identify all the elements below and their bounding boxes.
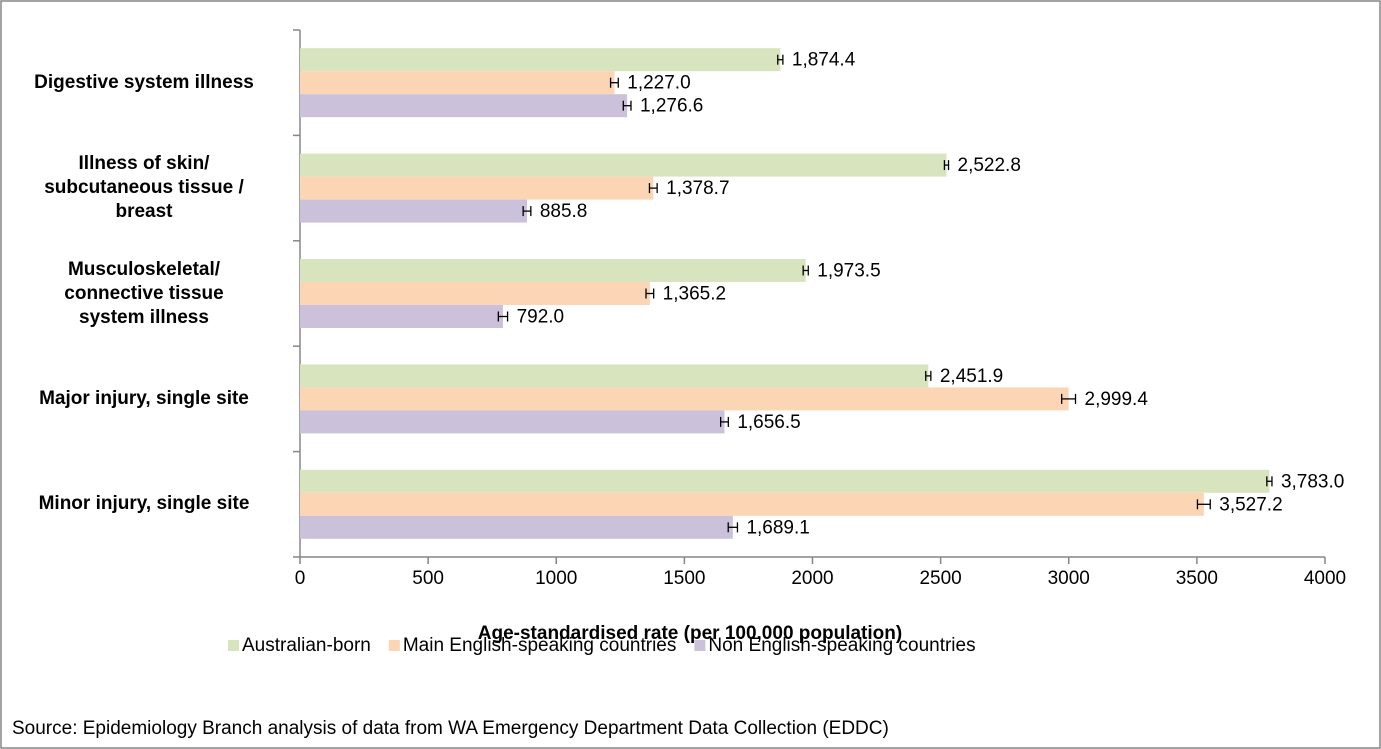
value-label: 3,527.2 [1219, 494, 1282, 515]
bar [300, 153, 947, 177]
value-label: 1,378.7 [666, 178, 729, 199]
error-bar [497, 311, 509, 322]
value-label: 1,874.4 [792, 50, 856, 71]
legend-swatch [228, 640, 239, 651]
error-bar [645, 288, 655, 299]
error-bar [777, 54, 784, 65]
x-tick-label: 4000 [1304, 568, 1346, 589]
y-tick-label: Digestive system illness [34, 71, 254, 93]
value-label: 792.0 [517, 307, 565, 328]
error-bar [719, 416, 729, 427]
y-tick-label: Major injury, single site [39, 387, 249, 409]
legend-label: Main English-speaking countries [403, 635, 677, 656]
x-tick-label: 2000 [791, 568, 833, 589]
error-bar [609, 77, 619, 88]
error-bar [522, 206, 532, 217]
value-label: 2,451.9 [940, 366, 1003, 387]
error-bar [943, 160, 950, 171]
value-label: 3,783.0 [1281, 471, 1344, 492]
source-note: Source: Epidemiology Branch analysis of … [12, 718, 889, 739]
bar [300, 259, 806, 282]
x-tick-label: 3000 [1048, 568, 1090, 589]
value-label: 885.8 [540, 201, 588, 222]
error-bar [1266, 476, 1273, 487]
x-tick-label: 500 [412, 568, 444, 589]
bar [300, 176, 654, 200]
x-axis-label: Age-standardised rate (per 100,000 popul… [478, 623, 902, 644]
y-tick-label: Musculoskeletal/ connective tissue syste… [64, 258, 224, 328]
bar [300, 492, 1204, 516]
y-tick-label: Illness of skin/ subcutaneous tissue / b… [44, 153, 244, 223]
bar [300, 71, 615, 95]
value-label: 1,227.0 [627, 73, 690, 94]
value-label: 2,522.8 [958, 155, 1021, 176]
value-label: 1,276.6 [640, 96, 703, 117]
error-bar [1061, 393, 1077, 404]
x-tick-label: 1000 [535, 568, 577, 589]
bar [300, 364, 929, 388]
x-tick-label: 1500 [663, 568, 705, 589]
error-bar [648, 183, 658, 194]
bar [300, 282, 650, 305]
legend-label: Australian-born [242, 635, 371, 656]
value-label: 1,656.5 [737, 412, 800, 433]
bar [300, 305, 503, 328]
bar [300, 387, 1069, 411]
error-bar [622, 100, 632, 111]
error-bar [925, 370, 932, 381]
error-bar [1196, 499, 1211, 510]
error-bar [802, 265, 809, 276]
bar [300, 515, 733, 539]
value-label: 1,365.2 [663, 284, 726, 305]
value-label: 1,689.1 [746, 517, 809, 538]
bar [300, 94, 628, 118]
bar [300, 469, 1270, 493]
legend-label: Non English-speaking countries [708, 635, 975, 656]
value-label: 1,973.5 [817, 261, 880, 282]
x-tick-label: 0 [295, 568, 306, 589]
bar [300, 48, 781, 72]
bar [300, 199, 527, 223]
error-bar [727, 522, 739, 533]
y-tick-label: Minor injury, single site [38, 493, 250, 515]
legend-swatch [694, 640, 706, 651]
value-label: 2,999.4 [1085, 389, 1149, 410]
x-tick-label: 2500 [919, 568, 961, 589]
bar [300, 410, 725, 434]
legend-swatch [388, 640, 400, 651]
x-tick-label: 3500 [1176, 568, 1218, 589]
